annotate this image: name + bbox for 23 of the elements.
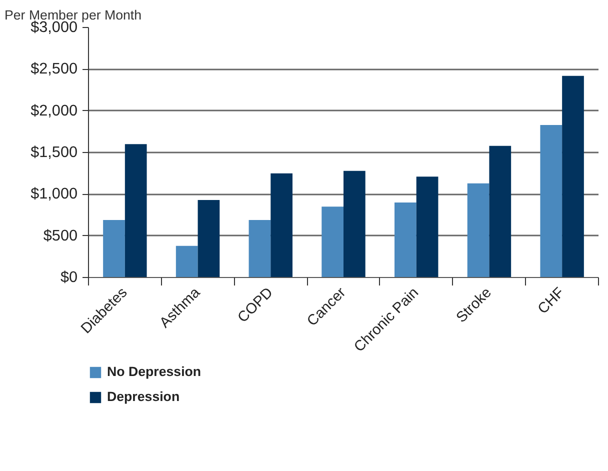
- legend-label: Depression: [107, 389, 180, 404]
- bar: [176, 246, 198, 278]
- legend-label: No Depression: [107, 364, 202, 379]
- bar: [394, 202, 416, 278]
- y-tick-label: $3,000: [30, 19, 78, 36]
- bar: [540, 125, 562, 278]
- y-tick-label: $500: [43, 227, 78, 244]
- bar: [322, 206, 344, 278]
- bar: [489, 146, 512, 278]
- bar: [270, 173, 292, 278]
- bar: [344, 170, 366, 278]
- y-tick-label: $2,500: [30, 60, 78, 78]
- y-tick-label: $2,000: [30, 102, 78, 120]
- bar: [416, 176, 438, 278]
- bar: [124, 144, 147, 278]
- bar: [467, 183, 490, 278]
- y-tick-label: $0: [60, 269, 78, 286]
- bar: [248, 220, 271, 278]
- y-tick-label: $1,500: [30, 144, 78, 161]
- bar: [562, 76, 584, 278]
- bar: [103, 220, 125, 278]
- bar: [198, 200, 220, 278]
- y-tick-label: $1,000: [30, 186, 78, 203]
